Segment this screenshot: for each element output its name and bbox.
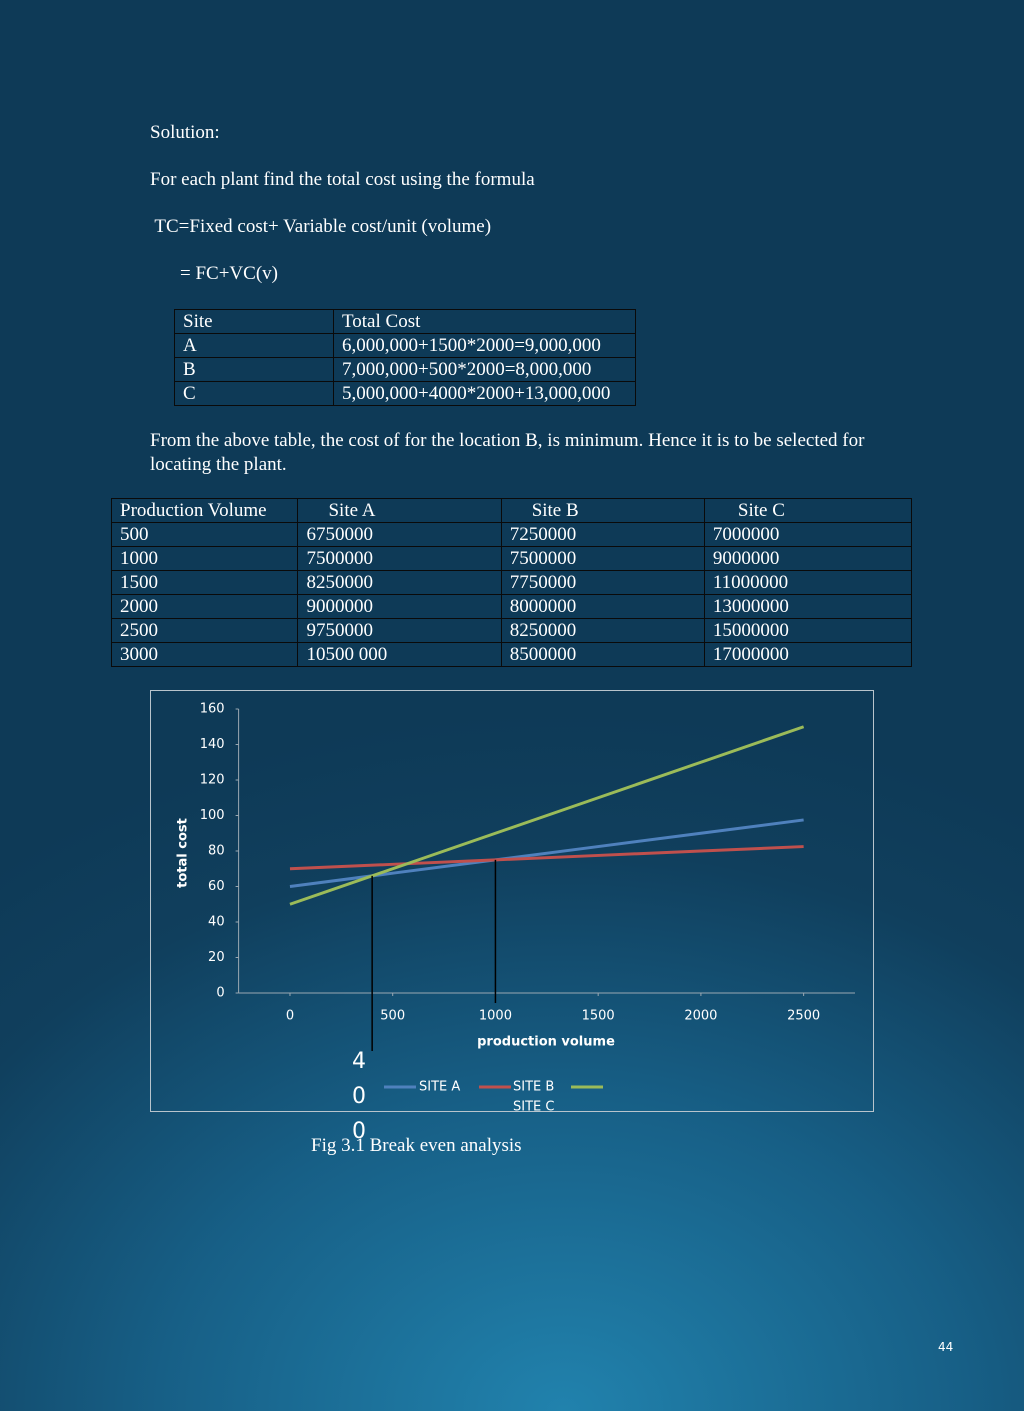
table-row: B 7,000,000+500*2000=8,000,000 (174, 357, 636, 382)
table-row: 1500 8250000 7750000 11000000 (110, 570, 913, 595)
formula: = FC+VC(v) (180, 263, 278, 284)
table-cell: B (174, 357, 334, 382)
table-cell: 2000 (110, 594, 299, 619)
table-row: A 6,000,000+1500*2000=9,000,000 (174, 333, 636, 358)
y-tick-label: 160 (200, 702, 225, 717)
table-row: Production Volume Site A Site B Site C (110, 498, 913, 523)
x-axis-title: production volume (477, 1035, 615, 1050)
page-number: 44 (938, 1340, 954, 1354)
y-tick-label: 20 (208, 950, 225, 965)
table-cell: 2500 (110, 618, 299, 643)
series-line (289, 845, 804, 871)
legend-label: SITE A (419, 1080, 460, 1095)
table-cell: 8000000 (500, 594, 705, 619)
table-cell: Site C (703, 498, 913, 523)
table-cell: Site A (297, 498, 502, 523)
y-tick-label: 120 (200, 773, 225, 788)
table-row: 3000 10500 000 8500000 17000000 (110, 642, 913, 667)
table-cell: 7500000 (297, 546, 502, 571)
table-cell: 11000000 (703, 570, 913, 595)
x-tick-label: 2000 (684, 1009, 717, 1024)
x-tick-label: 0 (286, 1009, 294, 1024)
table-cell: 3000 (110, 642, 299, 667)
series-line (289, 725, 805, 906)
caption: Fig 3.1 Break even analysis (311, 1135, 522, 1156)
chart-frame: 0 20 40 60 80 100 120 140 160 0 500 1000 1500 2000 250… (150, 690, 874, 1115)
table-cell: 8250000 (297, 570, 502, 595)
table-cell: Production Volume (110, 498, 299, 523)
table-cell: 500 (110, 522, 299, 547)
table-cell: 15000000 (703, 618, 913, 643)
x-tick-label: 1000 (479, 1009, 512, 1024)
table-cell: 10500 000 (297, 642, 502, 667)
table-cell: 8250000 (500, 618, 705, 643)
table-cell: 1500 (110, 570, 299, 595)
y-tick-label: 80 (208, 844, 225, 859)
x-tick-label: 1500 (582, 1009, 615, 1024)
volume-table: Production Volume Site A Site B Site C 500 67… (110, 498, 913, 667)
table-cell: A (174, 333, 334, 358)
legend-label: SITE C (513, 1100, 554, 1112)
y-axis-title: total cost (176, 818, 191, 888)
formula: TC=Fixed cost+ Variable cost/unit (volum… (150, 216, 492, 237)
heading: Solution: (150, 122, 220, 143)
table-row: 2000 9000000 8000000 13000000 (110, 594, 913, 619)
chart: 0 20 40 60 80 100 120 140 160 0 500 1000 1500 2000 250… (176, 702, 855, 1115)
annotation: 400 (352, 1049, 366, 1144)
y-tick-label: 0 (216, 986, 224, 1001)
table-row: 1000 7500000 7500000 9000000 (110, 546, 913, 571)
table-row: 2500 9750000 8250000 15000000 (110, 618, 913, 643)
x-tick-label: 500 (380, 1009, 405, 1024)
legend-label: SITE B (513, 1080, 554, 1095)
table-cell: C (174, 381, 334, 406)
table-cell: 9750000 (297, 618, 502, 643)
paragraph: From the above table, the cost of for th… (150, 430, 865, 475)
table-cell: 7500000 (500, 546, 705, 571)
table-cell: 7750000 (500, 570, 705, 595)
table-cell: 1000 (110, 546, 299, 571)
table-cell: 6750000 (297, 522, 502, 547)
table-cell: Total Cost (333, 309, 636, 334)
y-tick-label: 60 (208, 879, 225, 894)
table-cell: 7000000 (703, 522, 913, 547)
table-row: Site Total Cost (174, 309, 636, 334)
y-tick-label: 40 (208, 915, 225, 930)
table-cell: 9000000 (703, 546, 913, 571)
table-cell: 7250000 (500, 522, 705, 547)
table-row: C 5,000,000+4000*2000+13,000,000 (174, 381, 636, 406)
table-cell: Site B (500, 498, 705, 523)
table-cell: 5,000,000+4000*2000+13,000,000 (333, 381, 636, 406)
table-cell: 9000000 (297, 594, 502, 619)
paragraph: For each plant find the total cost using… (150, 169, 535, 190)
table-row: 500 6750000 7250000 7000000 (110, 522, 913, 547)
y-tick-label: 140 (200, 737, 225, 752)
table-cell: 8500000 (500, 642, 705, 667)
x-tick-label: 2500 (787, 1009, 820, 1024)
table-cell: Site (174, 309, 334, 334)
table-cell: 13000000 (703, 594, 913, 619)
table-cell: 6,000,000+1500*2000=9,000,000 (333, 333, 636, 358)
cost-table: Site Total Cost A 6,000,000+1500*2000=9,000… (174, 309, 636, 406)
y-tick-label: 100 (200, 808, 225, 823)
table-cell: 7,000,000+500*2000=8,000,000 (333, 357, 636, 382)
table-cell: 17000000 (703, 642, 913, 667)
